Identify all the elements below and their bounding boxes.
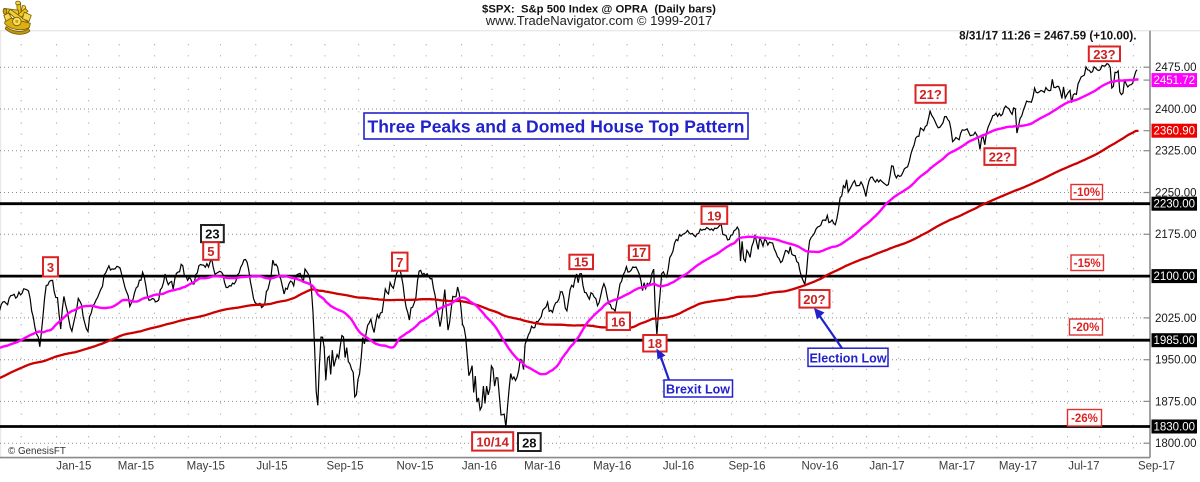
svg-text:-26%: -26% <box>1071 413 1098 425</box>
svg-text:23?: 23? <box>1093 47 1115 62</box>
svg-text:22?: 22? <box>989 150 1011 165</box>
svg-text:Jul-16: Jul-16 <box>663 461 694 473</box>
svg-text:Election Low: Election Low <box>809 352 886 366</box>
svg-text:2451.72: 2451.72 <box>1154 75 1196 87</box>
svg-text:1830.00: 1830.00 <box>1154 422 1196 434</box>
svg-text:May-16: May-16 <box>593 461 631 473</box>
svg-text:Jan-16: Jan-16 <box>462 461 497 473</box>
svg-text:2100.00: 2100.00 <box>1154 271 1196 283</box>
svg-text:1950.00: 1950.00 <box>1155 355 1197 367</box>
svg-text:21?: 21? <box>919 87 941 102</box>
svg-text:Sep-15: Sep-15 <box>326 461 363 473</box>
svg-text:28: 28 <box>522 435 536 450</box>
svg-text:2250.00: 2250.00 <box>1155 187 1197 199</box>
svg-text:Jan-17: Jan-17 <box>869 461 904 473</box>
svg-text:23: 23 <box>205 227 219 242</box>
svg-text:www.TradeNavigator.com © 1999-: www.TradeNavigator.com © 1999-2017 <box>485 13 713 28</box>
svg-text:1875.00: 1875.00 <box>1155 396 1197 408</box>
svg-text:-15%: -15% <box>1074 258 1101 270</box>
svg-text:17: 17 <box>632 245 646 260</box>
svg-text:5: 5 <box>207 244 214 259</box>
svg-text:8/31/17 11:26 = 2467.59 (+10.0: 8/31/17 11:26 = 2467.59 (+10.00). <box>959 30 1136 43</box>
svg-text:© GenesisFT: © GenesisFT <box>8 446 66 457</box>
svg-text:Mar-17: Mar-17 <box>939 461 975 473</box>
svg-text:2175.00: 2175.00 <box>1155 229 1197 241</box>
svg-text:May-17: May-17 <box>999 461 1037 473</box>
svg-text:May-15: May-15 <box>187 461 225 473</box>
svg-text:2325.00: 2325.00 <box>1155 146 1197 158</box>
svg-text:-10%: -10% <box>1073 187 1100 199</box>
svg-text:Three Peaks and a Domed House: Three Peaks and a Domed House Top Patter… <box>368 117 745 137</box>
svg-text:Nov-15: Nov-15 <box>396 461 433 473</box>
svg-text:$SPX: S&p 500 Index @ OPRA (: $SPX: S&p 500 Index @ OPRA (Daily bars) <box>482 4 716 16</box>
svg-text:Sep-16: Sep-16 <box>728 461 765 473</box>
svg-text:Brexit Low: Brexit Low <box>666 383 730 397</box>
svg-text:Nov-16: Nov-16 <box>801 461 838 473</box>
svg-text:-20%: -20% <box>1073 322 1100 334</box>
svg-text:Mar-16: Mar-16 <box>524 461 560 473</box>
svg-text:Sep-17: Sep-17 <box>1138 461 1175 473</box>
svg-text:19: 19 <box>707 208 721 223</box>
svg-text:2475.00: 2475.00 <box>1155 62 1197 74</box>
svg-text:10/14: 10/14 <box>476 435 509 450</box>
svg-text:1800.00: 1800.00 <box>1155 438 1197 450</box>
svg-text:7: 7 <box>396 255 403 270</box>
svg-text:20?: 20? <box>803 292 825 307</box>
svg-text:Mar-15: Mar-15 <box>118 461 154 473</box>
svg-text:16: 16 <box>611 314 625 329</box>
svg-text:2230.00: 2230.00 <box>1154 199 1196 211</box>
svg-text:18: 18 <box>648 336 662 351</box>
svg-text:Jul-17: Jul-17 <box>1068 461 1099 473</box>
svg-text:Jul-15: Jul-15 <box>256 461 287 473</box>
svg-text:1985.00: 1985.00 <box>1154 335 1196 347</box>
svg-text:2025.00: 2025.00 <box>1155 313 1197 325</box>
svg-text:2400.00: 2400.00 <box>1155 104 1197 116</box>
svg-text:Jan-15: Jan-15 <box>56 461 91 473</box>
svg-text:15: 15 <box>574 254 588 269</box>
svg-text:3: 3 <box>47 260 54 275</box>
svg-text:2360.90: 2360.90 <box>1154 126 1196 138</box>
